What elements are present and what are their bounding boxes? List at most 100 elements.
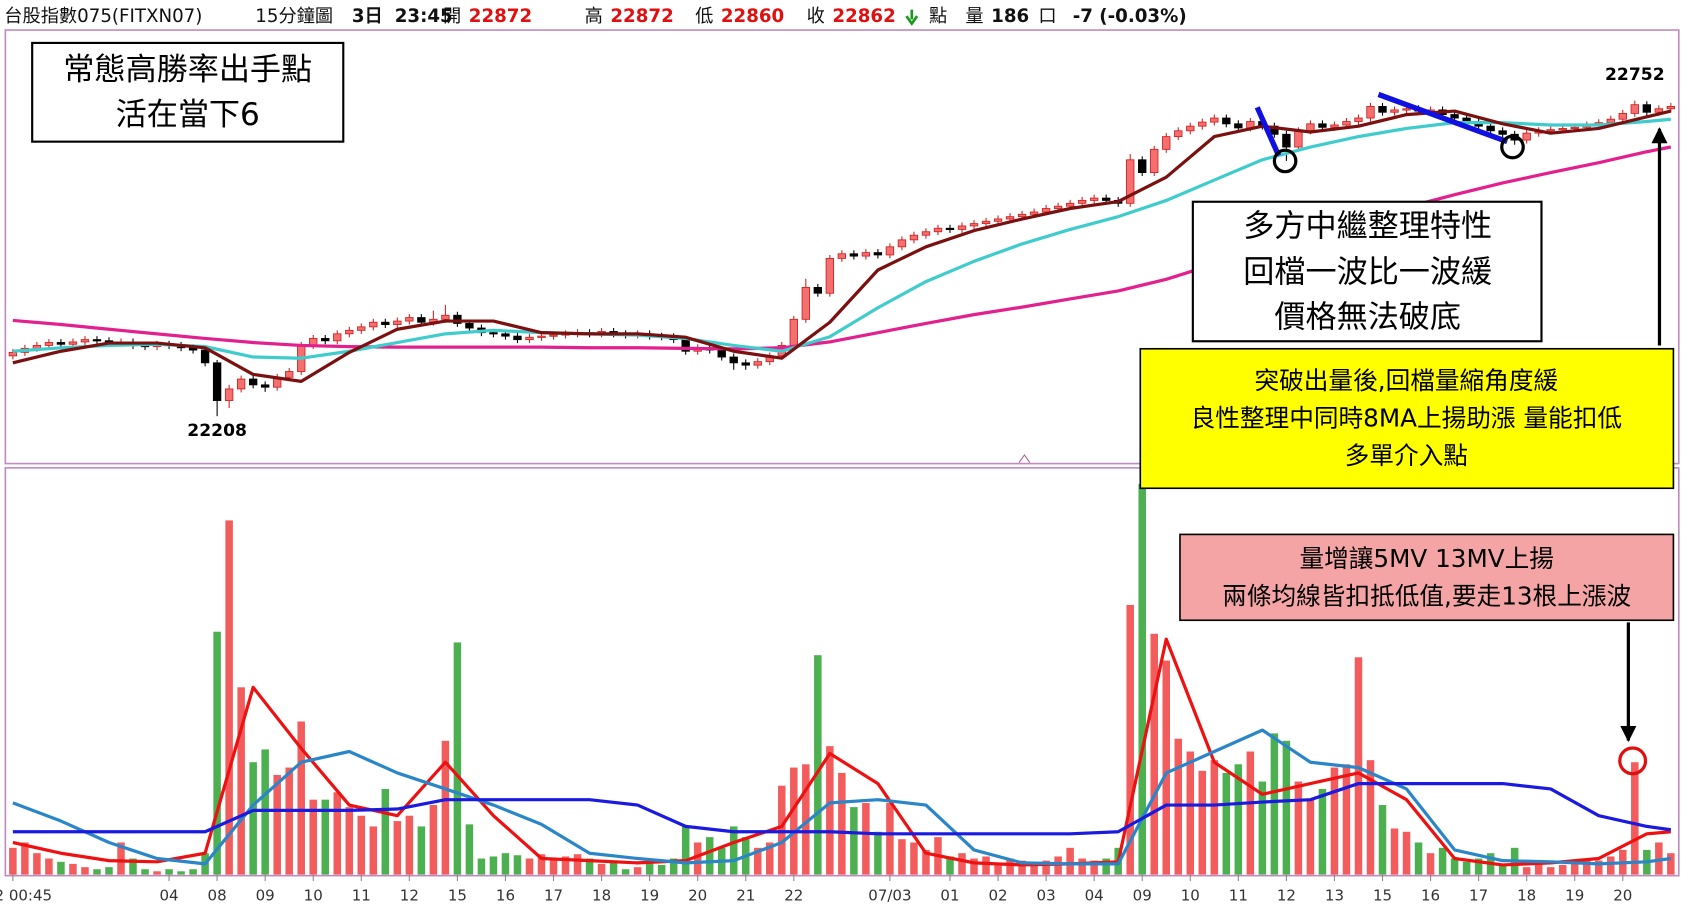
pattern-box	[1191, 200, 1543, 343]
volume-bar	[1570, 861, 1579, 875]
candle-body	[1017, 213, 1027, 218]
entry-line: 良性整理中同時8MA上揚助漲 量能扣低	[1191, 404, 1622, 433]
volume-bar	[1210, 760, 1219, 875]
candle-body	[921, 231, 931, 236]
volume-bar	[1667, 853, 1675, 875]
volume-bar	[1282, 740, 1291, 875]
candle-body	[1570, 126, 1579, 130]
volume-bar	[1450, 858, 1459, 875]
volume-bar	[153, 871, 161, 875]
volume-bar	[681, 826, 690, 875]
volume-bar	[754, 847, 762, 875]
volume-bar	[381, 788, 390, 875]
volume-bar	[1294, 781, 1303, 875]
volume-bar	[1102, 858, 1110, 875]
volume-bar	[1126, 604, 1134, 875]
candle-body	[1666, 106, 1676, 110]
candle-body	[1618, 112, 1627, 120]
candle-body	[741, 362, 750, 366]
candle-body	[1065, 202, 1075, 207]
candle-body	[1318, 123, 1327, 128]
pattern-line: 價格無法破底	[1274, 300, 1461, 336]
volume-bar	[1090, 860, 1098, 875]
volume-bar	[826, 746, 834, 875]
candle-body	[861, 252, 871, 257]
price-panel	[4, 29, 1680, 465]
volume-bar	[1474, 858, 1483, 875]
candle-body	[1210, 117, 1219, 123]
down-arrow-icon	[905, 9, 919, 26]
candle-body	[357, 326, 366, 331]
moving-average-line	[12, 781, 1672, 836]
candle-body	[1282, 133, 1291, 148]
close-label: 收	[807, 6, 825, 27]
open-label: 開	[443, 6, 461, 27]
x-tick-label: 20	[688, 887, 707, 905]
x-tick-label: 22	[784, 887, 803, 905]
candle-body	[1174, 130, 1183, 138]
volume-unit: 口	[1038, 6, 1056, 27]
candle-body	[957, 225, 967, 230]
x-tick-label: 20	[1613, 887, 1632, 905]
low-label: 22208	[187, 421, 247, 441]
candle-body	[1162, 136, 1171, 150]
candle-body	[1654, 108, 1664, 113]
x-tick-label: 09	[1133, 887, 1152, 905]
volume-bar	[561, 856, 570, 875]
volume-label: 量	[965, 6, 983, 27]
volume-bar	[357, 815, 366, 875]
volume-bar	[1607, 856, 1615, 875]
volume-bar	[441, 740, 450, 875]
candle-body	[969, 223, 979, 227]
volume-bar	[1582, 858, 1591, 875]
candle-body	[393, 320, 402, 325]
candle-body	[525, 336, 534, 341]
volume-bar	[778, 785, 786, 875]
candle-body	[825, 257, 835, 294]
candle-body	[1005, 216, 1015, 220]
x-tick-label: 19	[640, 887, 659, 905]
volume-bar	[417, 826, 426, 875]
volume-bar	[177, 871, 185, 875]
volume-bar	[369, 826, 378, 875]
volume-bar	[1306, 799, 1315, 875]
candle-body	[1354, 117, 1363, 122]
candle-body	[1642, 104, 1651, 113]
volume-bar	[886, 802, 894, 875]
candle-body	[1402, 108, 1411, 111]
volume-bar	[1366, 760, 1375, 875]
candle-body	[873, 252, 883, 256]
volume-bar	[1378, 805, 1387, 875]
moving-average-line	[12, 637, 1671, 867]
candle-body	[381, 321, 390, 325]
candle-body	[1306, 123, 1315, 132]
candle-body	[993, 218, 1003, 222]
candle-body	[56, 342, 66, 345]
volume-bar	[69, 863, 77, 875]
candle-body	[801, 286, 810, 320]
candle-body	[849, 253, 859, 257]
volume-bar	[1042, 860, 1050, 875]
volume-bar	[1558, 864, 1567, 875]
candle-body	[260, 384, 270, 388]
volume-bar	[1258, 781, 1267, 875]
x-tick-label: 01	[940, 887, 959, 905]
low-circle	[1500, 134, 1525, 160]
annotations: 常態高勝率出手點 活在當下6 多方中繼整理特性 回檔一波比一波緩 價格無法破底 …	[31, 41, 1675, 776]
volume-bar	[573, 854, 582, 875]
volume-bar	[970, 858, 978, 875]
volume-bar	[405, 815, 414, 875]
low-value: 22860	[721, 6, 784, 27]
volume-bar	[453, 642, 462, 875]
volume-bar	[1270, 733, 1279, 875]
volume-bar	[1354, 657, 1363, 875]
candle-body	[945, 227, 955, 230]
volume-bar	[1402, 831, 1411, 875]
x-tick-label: 07/02 00:45	[0, 887, 52, 905]
volume-bar	[345, 807, 354, 875]
volume-bar	[213, 631, 221, 875]
x-tick-label: 10	[1181, 887, 1200, 905]
volume-bar	[237, 687, 245, 875]
pattern-line: 回檔一波比一波緩	[1243, 255, 1492, 291]
